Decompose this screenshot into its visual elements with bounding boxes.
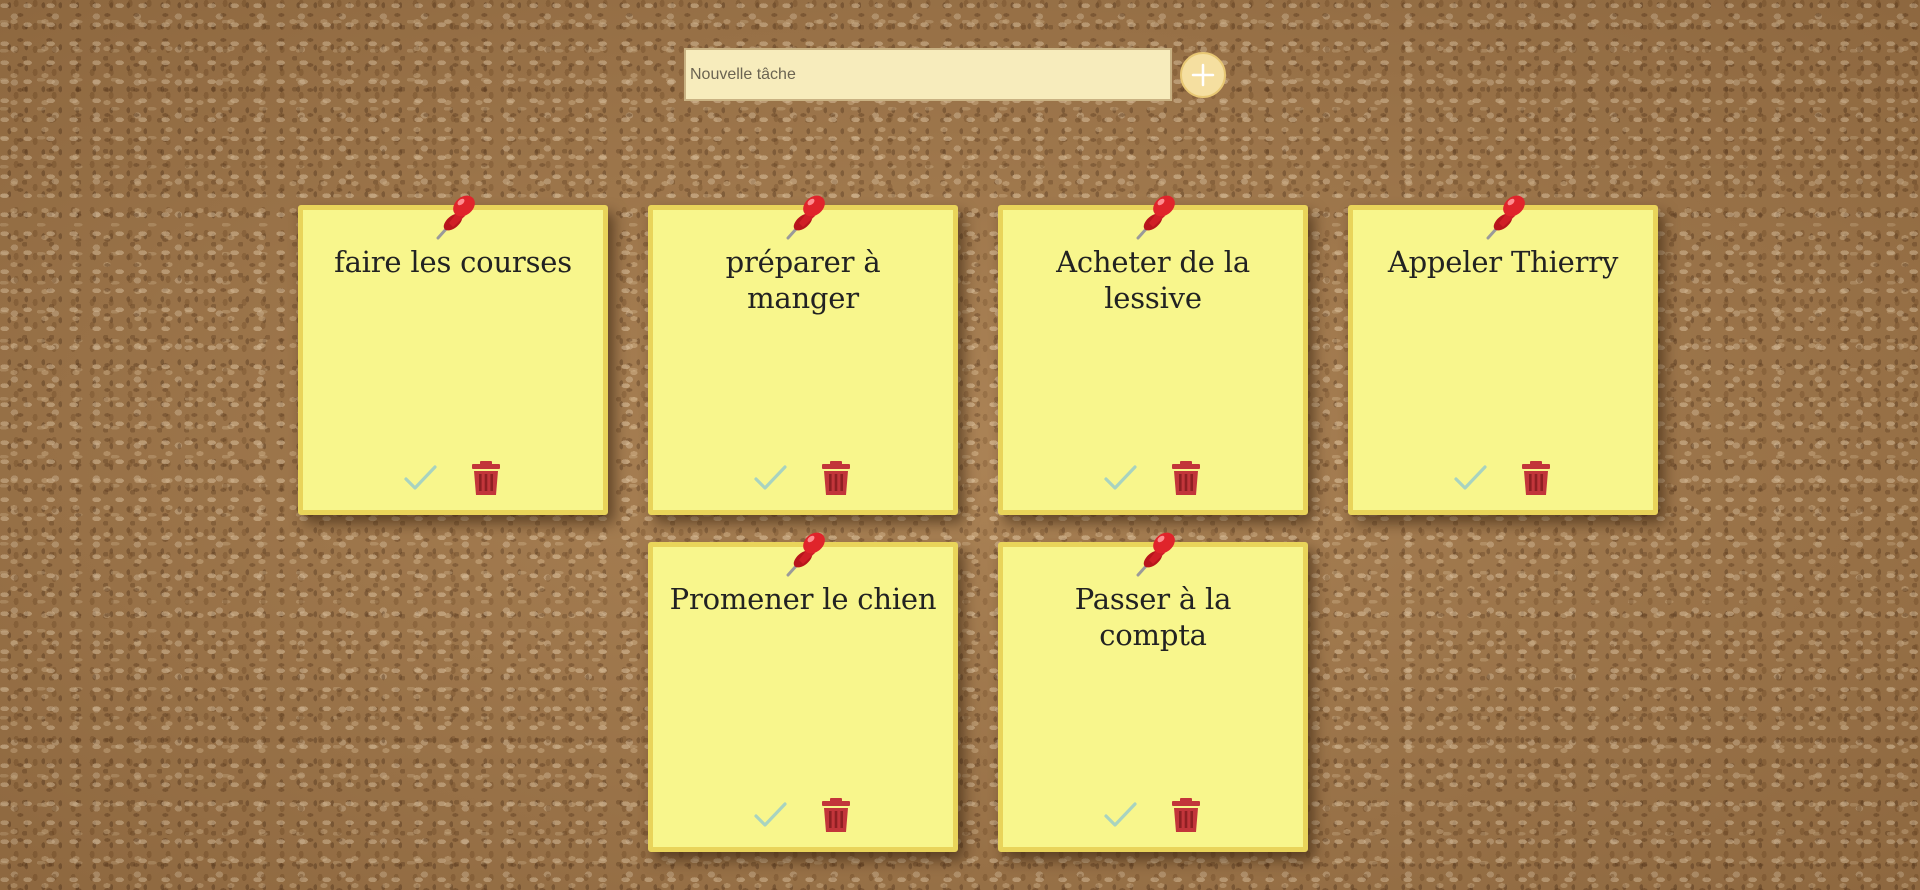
note-actions	[653, 797, 953, 833]
note-text: faire les courses	[334, 245, 572, 279]
sticky-note: faire les courses	[298, 195, 608, 515]
add-task-button[interactable]	[1180, 51, 1226, 98]
note-actions	[1003, 797, 1303, 833]
note-actions	[303, 460, 603, 496]
check-icon[interactable]	[1102, 797, 1138, 833]
pushpin-icon	[1486, 195, 1525, 240]
trash-icon[interactable]	[818, 460, 854, 496]
note-text: Passer à la compta	[1074, 582, 1232, 652]
plus-icon	[1191, 63, 1215, 86]
trash-icon[interactable]	[1168, 797, 1204, 833]
sticky-note: préparer à manger	[648, 195, 958, 515]
sticky-note: Passer à la compta	[998, 532, 1308, 852]
check-icon[interactable]	[752, 797, 788, 833]
sticky-note: Acheter de la lessive	[998, 195, 1308, 515]
pushpin-icon	[786, 195, 825, 240]
note-text: Appeler Thierry	[1387, 245, 1619, 279]
pushpin-icon	[436, 195, 475, 240]
sticky-note: Appeler Thierry	[1348, 195, 1658, 515]
note-actions	[653, 460, 953, 496]
pushpin-icon	[786, 532, 825, 577]
note-text: Acheter de la lessive	[1056, 245, 1250, 315]
new-task-form	[684, 48, 1226, 101]
new-task-input[interactable]	[684, 48, 1172, 101]
note-text: Promener le chien	[669, 582, 937, 616]
trash-icon[interactable]	[1518, 460, 1554, 496]
trash-icon[interactable]	[1168, 460, 1204, 496]
note-actions	[1003, 460, 1303, 496]
check-icon[interactable]	[1102, 460, 1138, 496]
check-icon[interactable]	[402, 460, 438, 496]
trash-icon[interactable]	[818, 797, 854, 833]
note-text: préparer à manger	[725, 245, 881, 315]
pushpin-icon	[1136, 532, 1175, 577]
check-icon[interactable]	[752, 460, 788, 496]
pushpin-icon	[1136, 195, 1175, 240]
trash-icon[interactable]	[468, 460, 504, 496]
note-actions	[1353, 460, 1653, 496]
sticky-note: Promener le chien	[648, 532, 958, 852]
check-icon[interactable]	[1452, 460, 1488, 496]
